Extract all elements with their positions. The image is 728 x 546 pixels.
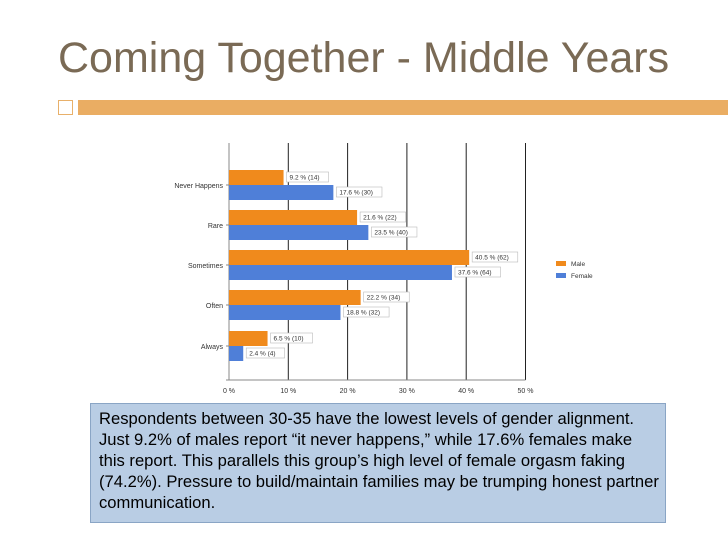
bar-female xyxy=(229,225,369,240)
legend-label-male: Male xyxy=(571,261,585,268)
data-label-box xyxy=(371,226,418,238)
category-label: Rare xyxy=(208,223,223,230)
data-label-box xyxy=(245,347,285,359)
data-label-box xyxy=(471,251,519,263)
x-tick-label: 30 % xyxy=(399,388,415,395)
bar-male xyxy=(229,210,358,225)
bar-chart: 0 % 10 % 20 % 30 % 40 % 50 % Never Happens 9.2 … xyxy=(146,131,618,399)
bar-female xyxy=(229,305,341,320)
category-label: Always xyxy=(201,344,224,351)
data-label-box xyxy=(343,306,390,318)
data-label-box xyxy=(363,291,410,303)
legend-swatch-male xyxy=(556,261,566,266)
chart-svg: 0 % 10 % 20 % 30 % 40 % 50 % Never Happens 9.2 … xyxy=(174,143,593,395)
category-label: Never Happens xyxy=(174,183,223,190)
legend-swatch-female xyxy=(556,273,566,278)
bar-male xyxy=(229,290,361,305)
x-tick-label: 40 % xyxy=(458,388,474,395)
x-tick-label: 10 % xyxy=(280,388,296,395)
bar-female xyxy=(229,265,452,280)
data-label-box xyxy=(359,211,406,223)
data-label: 21.6 % (22) xyxy=(363,215,397,222)
category-label: Often xyxy=(206,303,223,310)
data-label: 6.5 % (10) xyxy=(274,336,304,343)
bar-female xyxy=(229,185,334,200)
data-label: 40.5 % (62) xyxy=(475,255,509,262)
x-tick-label: 20 % xyxy=(340,388,356,395)
title-accent-bar xyxy=(78,100,728,115)
data-label: 22.2 % (34) xyxy=(367,295,401,302)
data-label-box xyxy=(336,186,383,198)
bar-female xyxy=(229,346,244,361)
data-label: 23.5 % (40) xyxy=(374,230,408,237)
bar-male xyxy=(229,250,470,265)
data-label: 2.4 % (4) xyxy=(249,351,275,358)
data-label-box xyxy=(454,266,501,278)
x-tick-label: 50 % xyxy=(518,388,534,395)
data-label-box xyxy=(286,171,329,183)
data-label: 18.8 % (32) xyxy=(346,310,380,317)
slide-title: Coming Together - Middle Years xyxy=(58,34,670,82)
data-label-box xyxy=(270,332,313,344)
callout-text: Respondents between 30-35 have the lowes… xyxy=(90,403,666,523)
data-label: 17.6 % (30) xyxy=(339,190,373,197)
bar-male xyxy=(229,170,284,185)
bar-male xyxy=(229,331,268,346)
data-label: 37.6 % (64) xyxy=(458,270,492,277)
x-tick-label: 0 % xyxy=(223,388,235,395)
title-accent-box xyxy=(58,100,73,115)
data-label: 9.2 % (14) xyxy=(290,175,320,182)
category-label: Sometimes xyxy=(188,263,224,270)
legend-label-female: Female xyxy=(571,273,593,280)
